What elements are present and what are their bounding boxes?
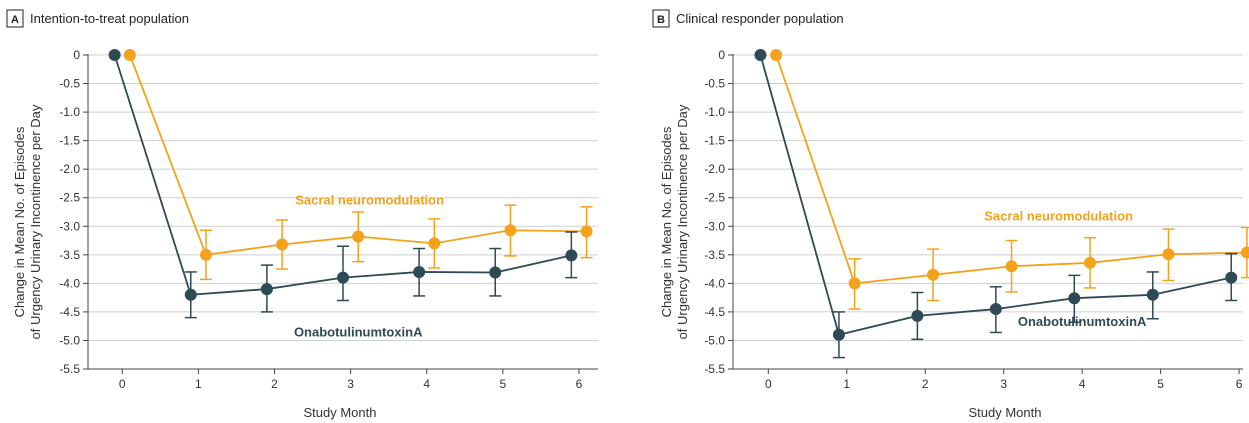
panel-a-sacral-point [580,225,593,238]
panel-a-sacral-point [276,238,289,251]
panel-b-sacral-point [1084,256,1096,269]
panel-a-title: Intention-to-treat population [30,11,189,26]
panel-a-plot: 0 -0.5 -1.0 -1.5 -2.0 -2.5 -3.0 -3.5 -4.0 -4.5 -5.… [59,48,598,391]
panel-a-letter: A [11,14,19,26]
panel-a-onabot-point [337,271,349,284]
panel-a-y-tick-label: -5.5 [59,362,80,376]
panel-b-x-tick-label: 6 [1236,377,1243,391]
panel-a-onabot-series-label: OnabotulinumtoxinA [294,324,423,339]
panel-b-title: Clinical responder population [676,11,844,26]
panel-a-onabot-point [260,283,273,296]
panel-b-sacral-point [1005,260,1018,273]
panel-b-onabot-point [1068,292,1081,305]
panel-a-y-tick-label: -5.0 [59,333,80,347]
panel-b-y-tick-label: -4.5 [704,305,725,319]
panel-a-sacral-point [504,224,517,237]
panel-b-x-tick-label: 2 [922,377,929,391]
panel-b-onabot-point [832,328,845,341]
panel-b-xlabel: Study Month [969,405,1042,420]
panel-b-onabot-point [911,309,924,322]
panel-b-y-tick-label: -1.5 [704,134,725,148]
panel-a-onabot-point [184,288,197,301]
panel-b-onabot-point [754,49,767,61]
panel-a-y-tick-label: -4.0 [59,276,80,290]
panel-a-y-tick-label: 0 [73,48,80,62]
panel-a-x-tick-label: 5 [500,377,507,391]
panel-a-onabot-point [565,249,578,262]
panel-b-onabot-series-label: OnabotulinumtoxinA [1018,314,1147,329]
panel-b-sacral-series-label: Sacral neuromodulation [984,209,1133,224]
panel-b-plot: 0 -0.5 -1.0 -1.5 -2.0 -2.5 -3.0 -3.5 -4.0 -4.5 -5.… [704,48,1249,391]
panel-b-y-tick-label: -2.5 [704,191,725,205]
panel-b-x-tick-label: 4 [1079,377,1086,391]
panel-a-y-tick-label: -2.5 [59,191,80,205]
panel-a-y-tick-label: -1.5 [59,134,80,148]
panel-b-sacral-point [1240,246,1249,259]
panel-a-ylabel-line1: Change in Mean No. of Episodes [12,126,27,317]
panel-a-x-tick-label: 2 [271,377,278,391]
panel-a-x-tick-label: 0 [119,377,126,391]
panel-a-y-tick-label: -1.0 [59,105,80,119]
panel-b-y-tick-label: -3.0 [704,219,725,233]
panel-a-ylabel-line2: of Urgency Urinary Incontinence per Day [28,104,43,339]
panel-b-x-tick-label: 0 [765,377,772,391]
panel-a-onabot-point [108,49,121,61]
panel-b-y-tick-label: -5.0 [704,333,725,347]
panel-a-sacral-point [123,49,136,61]
panel-b-letter-box [652,9,670,28]
panel-b-onabot-point [989,303,1002,316]
panel-a-x-tick-label: 1 [195,377,202,391]
panel-a-y-tick-label: -4.5 [59,305,80,319]
panel-a-sacral-point [352,230,365,243]
panel-b-y-tick-label: -1.0 [704,105,725,119]
panel-b-ylabel-line1: Change in Mean No. of Episodes [659,126,674,317]
panel-a-y-tick-label: -2.0 [59,162,80,176]
panel-b-y-tick-label: -0.5 [704,77,725,91]
panel-a-y-tick-label: -3.5 [59,248,80,262]
panel-b-sacral-point [927,268,940,281]
panel-b-onabot-point [1146,288,1159,301]
panel-b-sacral-point [848,277,861,290]
panel-b-x-tick-label: 3 [1000,377,1007,391]
panel-a-sacral-point [199,248,212,261]
panel-a-onabot-point [489,266,502,279]
panel-b-x-tick-label: 1 [843,377,850,391]
panel-a-x-tick-label: 3 [347,377,354,391]
panel-a-x-tick-label: 4 [423,377,430,391]
panel-b-sacral-point [770,49,783,61]
panel-b-sacral-point [1162,248,1175,261]
panel-b-y-tick-label: 0 [718,48,725,62]
panel-b: B Clinical responder population Change i… [652,9,1249,420]
panel-b-y-tick-label: -3.5 [704,248,725,262]
panel-a-y-tick-label: -3.0 [59,219,80,233]
panel-a-x-tick-label: 6 [576,377,583,391]
panel-b-x-tick-label: 5 [1157,377,1164,391]
panel-a-sacral-series-label: Sacral neuromodulation [295,193,444,208]
panel-a-letter-box [6,9,24,28]
panel-a-xlabel: Study Month [304,405,377,420]
panel-b-y-tick-label: -4.0 [704,276,725,290]
panel-a-onabot-point [413,265,426,278]
panel-b-ylabel-line2: of Urgency Urinary Incontinence per Day [675,104,690,339]
panel-b-y-tick-label: -5.5 [704,362,725,376]
panel-a-sacral-point [428,237,441,250]
panel-a-y-tick-label: -0.5 [59,77,80,91]
panel-b-onabot-point [1225,271,1238,284]
panel-b-letter: B [657,14,665,26]
panel-b-y-tick-label: -2.0 [704,162,725,176]
panel-a: A Intention-to-treat population Change i… [6,9,598,420]
